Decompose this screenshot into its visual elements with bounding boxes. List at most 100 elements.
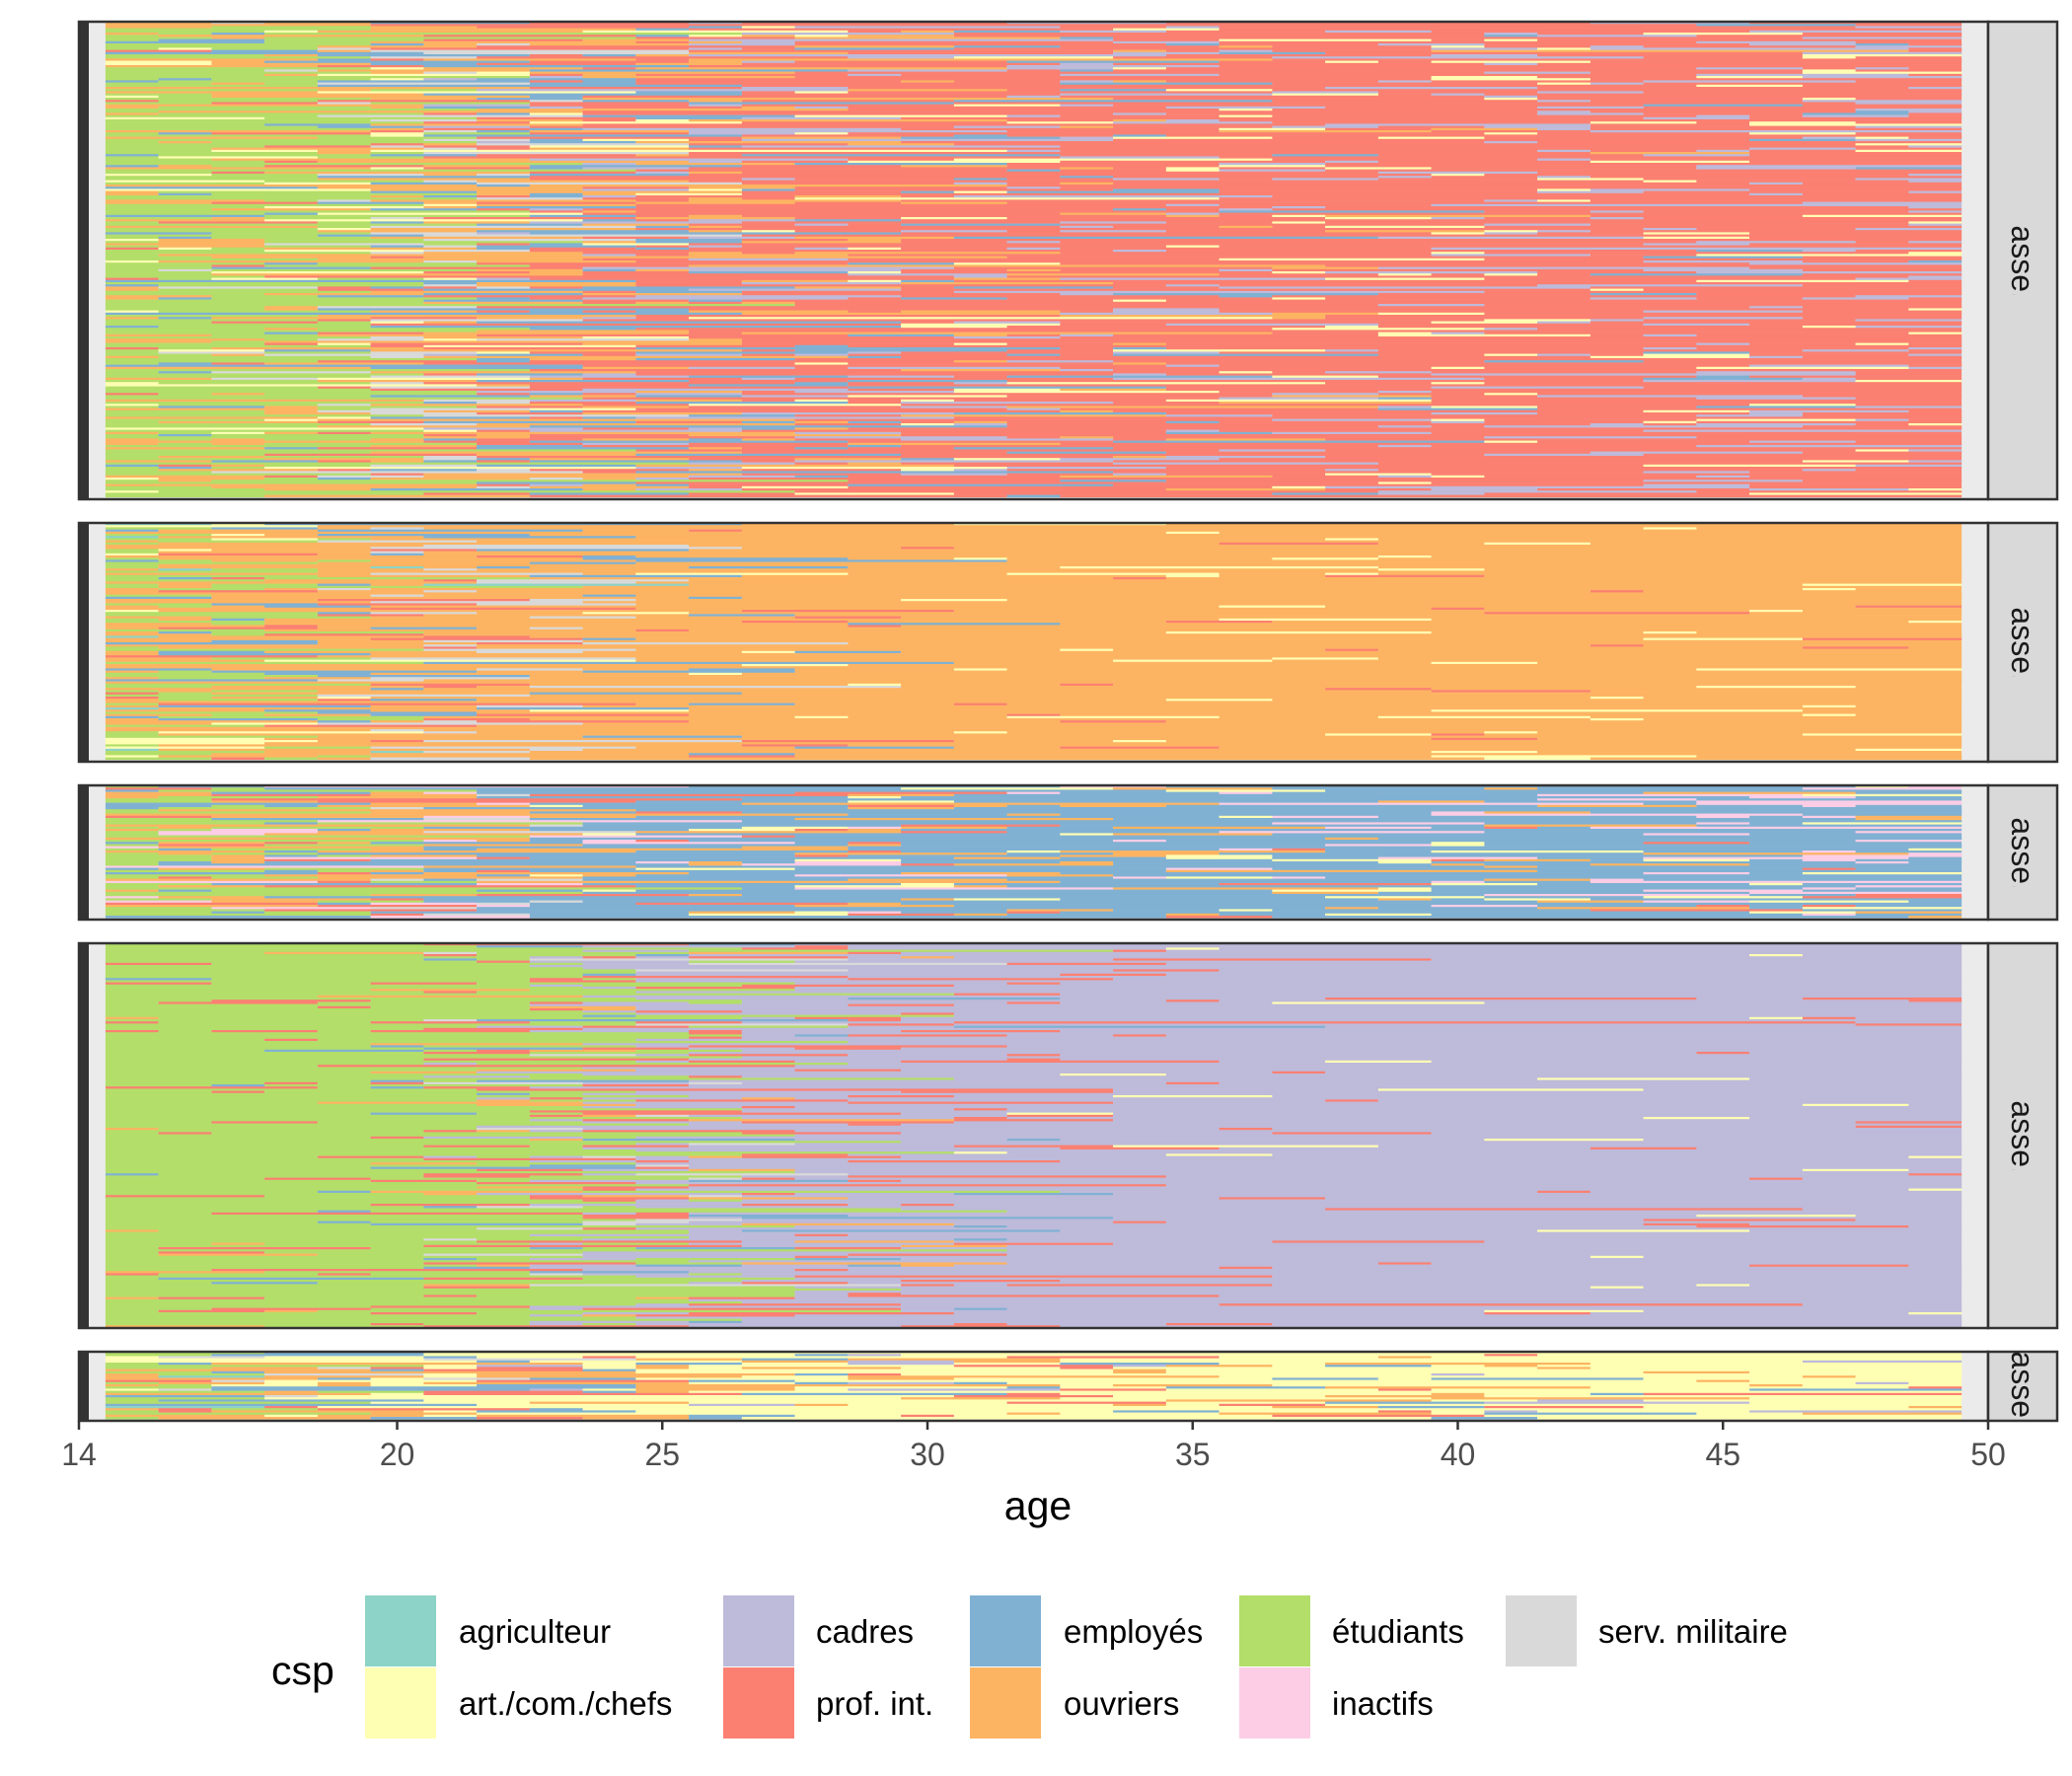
sequence-segment <box>848 1041 1962 1044</box>
sequence-segment <box>953 1323 1007 1326</box>
sequence-segment <box>689 1403 795 1407</box>
sequence-segment <box>1006 713 1061 717</box>
sequence-segment <box>105 178 318 181</box>
sequence-segment <box>1908 999 1962 1002</box>
sequence-segment <box>582 1217 690 1220</box>
sequence-segment <box>529 297 583 300</box>
sequence-segment <box>529 125 954 129</box>
sequence-segment <box>1325 572 1378 576</box>
sequence-segment <box>1006 1307 1962 1311</box>
sequence-segment <box>105 239 159 242</box>
sequence-segment <box>1537 199 1591 202</box>
sequence-segment <box>953 804 1007 808</box>
sequence-segment <box>1165 230 1326 233</box>
sequence-segment <box>317 718 424 721</box>
sequence-segment <box>901 872 1061 875</box>
sequence-segment <box>370 388 583 392</box>
sequence-segment <box>1272 557 1378 560</box>
sequence-segment <box>689 954 1750 957</box>
sequence-segment <box>1325 160 1378 164</box>
sequence-segment <box>529 835 742 839</box>
sequence-segment <box>105 358 478 361</box>
sequence-segment <box>582 197 690 200</box>
sequence-segment <box>1643 288 1962 292</box>
sequence-segment <box>105 969 636 972</box>
sequence-segment <box>105 965 530 968</box>
sequence-segment <box>370 1021 530 1024</box>
sequence-segment <box>105 588 159 591</box>
sequence-segment <box>105 480 159 482</box>
sequence-segment <box>848 1160 1061 1163</box>
sequence-segment <box>105 623 212 626</box>
sequence-segment <box>635 371 1220 374</box>
sequence-segment <box>689 1236 1962 1239</box>
sequence-segment <box>1696 121 1750 124</box>
sequence-segment <box>1006 791 1061 795</box>
sequence-segment <box>848 842 902 845</box>
sequence-segment <box>582 735 742 739</box>
sequence-segment <box>423 456 478 459</box>
sequence-segment <box>1537 826 1591 830</box>
sequence-segment <box>848 388 954 392</box>
sequence-segment <box>1908 1168 1962 1172</box>
sequence-segment <box>1219 114 1273 118</box>
sequence-segment <box>158 703 636 706</box>
sequence-segment <box>105 1242 212 1246</box>
sequence-segment <box>158 1410 212 1413</box>
sequence-segment <box>1590 254 1697 257</box>
sequence-segment <box>529 1175 742 1178</box>
sequence-segment <box>105 967 583 970</box>
sequence-segment <box>689 1260 1962 1263</box>
sequence-segment <box>158 848 212 851</box>
sequence-segment <box>1696 76 1803 79</box>
sequence-segment <box>1537 232 1644 235</box>
sequence-segment <box>423 1063 478 1066</box>
sequence-segment <box>848 796 902 799</box>
sequence-segment <box>1165 399 1432 403</box>
sequence-segment <box>370 854 478 857</box>
sequence-segment <box>635 471 1114 474</box>
sequence-segment <box>477 991 636 994</box>
sequence-segment <box>689 1084 1962 1087</box>
sequence-segment <box>264 145 371 148</box>
sequence-segment <box>1006 247 1061 251</box>
sequence-segment <box>635 28 690 32</box>
sequence-segment <box>1643 697 1962 700</box>
sequence-segment <box>689 483 849 487</box>
sequence-segment <box>158 1373 265 1376</box>
sequence-segment <box>635 483 690 487</box>
sequence-segment <box>317 540 478 544</box>
sequence-segment <box>1802 1360 1962 1364</box>
sequence-segment <box>635 62 742 66</box>
sequence-segment <box>1643 319 1856 322</box>
sequence-segment <box>105 1171 795 1174</box>
sequence-segment <box>105 26 212 29</box>
sequence-segment <box>529 43 690 46</box>
sequence-segment <box>635 1365 690 1368</box>
sequence-segment <box>1377 60 1432 64</box>
sequence-segment <box>211 883 478 886</box>
sequence-segment <box>582 1043 1962 1046</box>
sequence-segment <box>264 650 478 654</box>
sequence-segment <box>105 1367 212 1369</box>
sequence-segment <box>477 1295 795 1297</box>
sequence-segment <box>423 429 478 433</box>
sequence-segment <box>105 436 424 439</box>
sequence-segment <box>1484 93 1962 97</box>
sequence-segment <box>1113 182 1750 185</box>
sequence-segment <box>264 1356 424 1359</box>
sequence-segment <box>105 38 159 42</box>
sequence-segment <box>635 555 1378 558</box>
sequence-segment <box>370 704 478 708</box>
sequence-segment <box>529 905 795 908</box>
sequence-segment <box>1060 566 1378 569</box>
sequence-segment <box>1590 644 1644 647</box>
sequence-segment <box>794 418 1273 422</box>
sequence-segment <box>1855 80 1962 83</box>
sequence-segment <box>317 612 371 615</box>
sequence-segment <box>953 1204 1962 1207</box>
sequence-segment <box>848 851 902 853</box>
sequence-segment <box>741 467 1007 470</box>
sequence-segment <box>1802 954 1962 957</box>
sequence-segment <box>689 960 795 964</box>
